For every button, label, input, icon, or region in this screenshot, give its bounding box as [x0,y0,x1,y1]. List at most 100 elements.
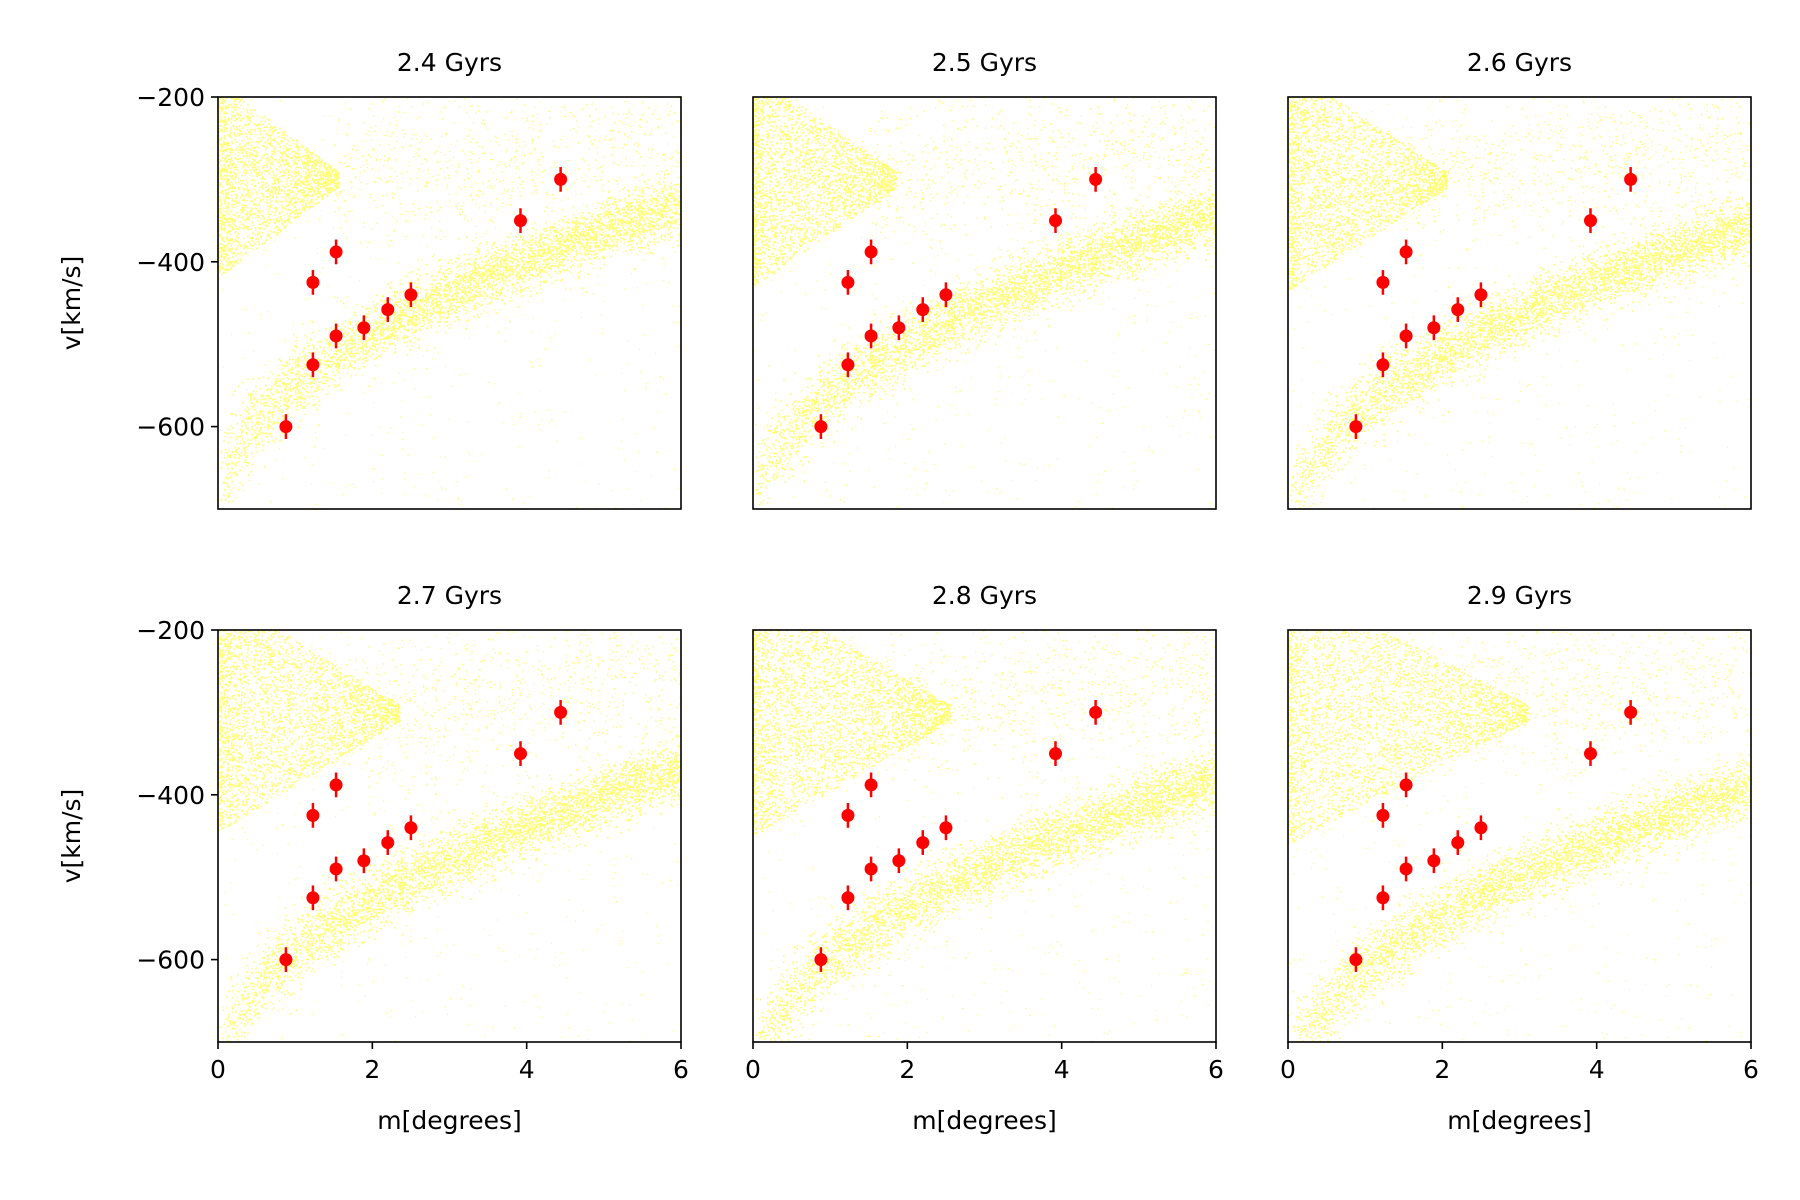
observed-series [279,700,568,972]
x-tick-label: 6 [1743,1055,1759,1084]
observed-series [814,167,1103,439]
observed-series [279,167,568,439]
data-point [1583,214,1597,228]
data-point [306,891,320,905]
axes-frame [1287,629,1752,1043]
axes-frame [217,629,682,1043]
data-point [1376,808,1390,822]
data-point [1089,172,1103,186]
data-point [513,747,527,761]
data-point [841,275,855,289]
data-point [892,854,906,868]
panel: 2.8 Gyrs 0 2 4 6 m[degrees] [745,581,1224,1135]
x-tick-label: 2 [1434,1055,1450,1084]
y-tick-label: −600 [136,413,205,442]
panel-title: 2.4 Gyrs [397,48,502,77]
panel-title: 2.6 Gyrs [1467,48,1572,77]
simulation-particles [1288,630,1751,1042]
observed-series [1349,167,1638,439]
panel-title: 2.8 Gyrs [932,581,1037,610]
data-point [1349,953,1363,967]
data-point [864,778,878,792]
data-point [329,329,343,343]
y-tick-label: −400 [136,781,205,810]
particle-cloud [1288,97,1751,509]
data-point [864,245,878,259]
panel: 2.5 Gyrs [752,48,1217,510]
data-point [1399,329,1413,343]
x-axis-label: m[degrees] [912,1106,1057,1135]
data-point [1427,854,1441,868]
simulation-particles [753,97,1216,509]
simulation-particles [218,630,681,1042]
data-point [841,891,855,905]
axes-frame [752,96,1217,510]
data-point [1451,836,1465,850]
simulation-particles [1288,97,1751,509]
data-point [841,808,855,822]
axes-frame [217,96,682,510]
data-point [814,953,828,967]
data-point [1376,275,1390,289]
data-point [357,321,371,335]
panel: 2.9 Gyrs 0 2 4 6 m[degrees] [1280,581,1759,1135]
data-point [1624,172,1638,186]
panel-title: 2.7 Gyrs [397,581,502,610]
data-point [329,862,343,876]
data-point [381,303,395,317]
data-point [404,288,418,302]
data-point [306,808,320,822]
data-point [306,358,320,372]
axes-frame [752,629,1217,1043]
data-point [814,420,828,434]
data-point [1427,321,1441,335]
data-point [329,245,343,259]
simulation-particles [753,630,1216,1042]
data-point [381,836,395,850]
data-point [306,275,320,289]
particle-cloud [753,630,1216,1042]
data-point [1089,705,1103,719]
data-point [1624,705,1638,719]
panels: 2.4 Gyrs −200 −400 −600 v[km/s] 2.5 Gyrs 2.6 G… [57,48,1759,1135]
data-point [1048,214,1062,228]
data-point [1376,358,1390,372]
x-tick-label: 4 [1054,1055,1070,1084]
x-tick-label: 4 [1589,1055,1605,1084]
y-axis-label: v[km/s] [57,789,86,884]
data-point [1349,420,1363,434]
observed-series [1349,700,1638,972]
data-point [1399,862,1413,876]
y-tick-label: −400 [136,248,205,277]
data-point [939,821,953,835]
observed-series [814,700,1103,972]
x-tick-label: 6 [1208,1055,1224,1084]
data-point [892,321,906,335]
particle-cloud [753,97,1216,509]
x-tick-label: 2 [899,1055,915,1084]
data-point [1048,747,1062,761]
data-point [1474,288,1488,302]
data-point [1399,778,1413,792]
y-tick-label: −200 [136,83,205,112]
data-point [864,329,878,343]
panel: 2.6 Gyrs [1287,48,1752,510]
data-point [279,953,293,967]
x-tick-label: 0 [1280,1055,1296,1084]
data-point [916,303,930,317]
particle-cloud [218,97,681,509]
x-tick-label: 6 [673,1055,689,1084]
data-point [841,358,855,372]
data-point [1399,245,1413,259]
data-point [554,705,568,719]
data-point [329,778,343,792]
data-point [916,836,930,850]
panel: 2.7 Gyrs −200 −400 −600 v[km/s] 0 2 4 6 m[degrees… [57,581,689,1135]
simulation-particles [218,97,681,509]
x-tick-label: 4 [519,1055,535,1084]
particle-cloud [218,630,681,1042]
data-point [513,214,527,228]
data-point [404,821,418,835]
particle-cloud [1288,630,1751,1042]
data-point [864,862,878,876]
